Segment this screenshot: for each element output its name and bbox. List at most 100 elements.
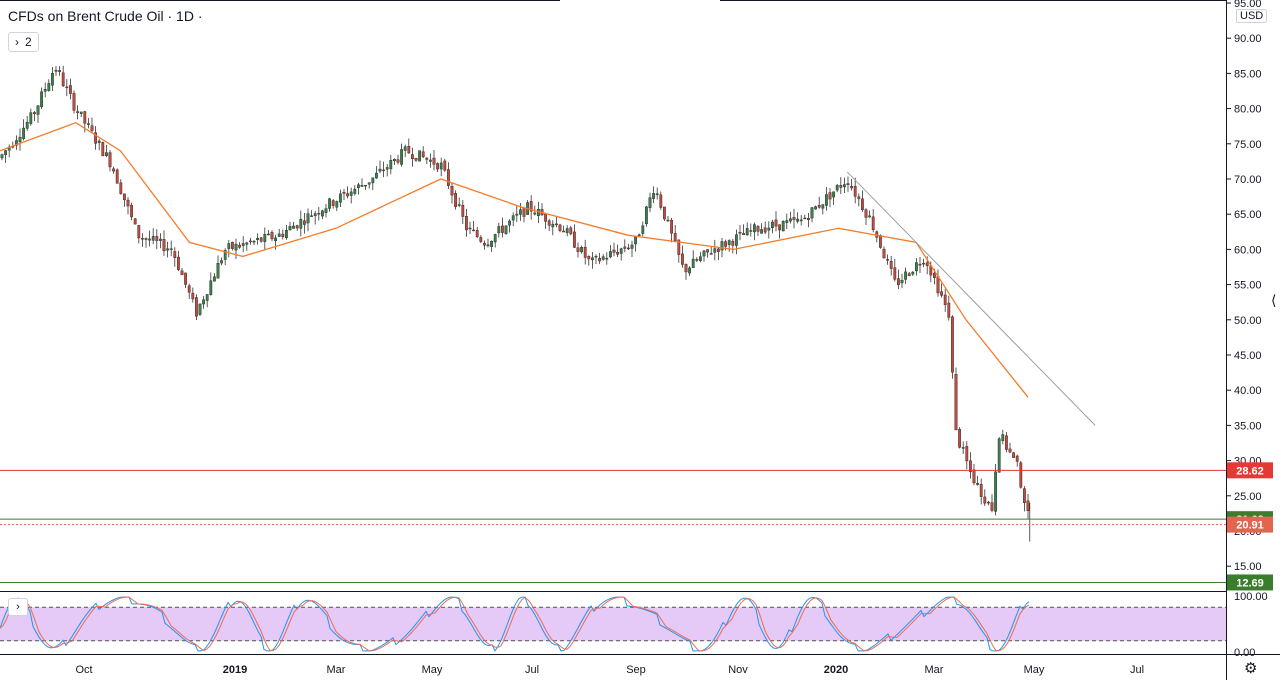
- candle-body: [112, 168, 116, 172]
- candle-body: [810, 207, 814, 219]
- oscillator-band: [0, 606, 1226, 642]
- candle-body: [947, 302, 951, 318]
- candle-body: [997, 438, 1001, 473]
- candle-body: [846, 183, 850, 185]
- candle-body: [702, 250, 706, 257]
- candle-body: [915, 262, 918, 272]
- candle-body: [645, 206, 648, 225]
- candle-body: [407, 145, 411, 154]
- time-tick-label: Jul: [1130, 664, 1144, 676]
- oscillator-toggle-button[interactable]: ›: [8, 598, 28, 616]
- candle-body: [637, 234, 641, 236]
- candle-body: [493, 234, 497, 243]
- candle-body: [490, 241, 493, 247]
- candle-body: [832, 191, 836, 198]
- candle-body: [724, 241, 728, 247]
- price-tick-label: 95.00: [1234, 0, 1262, 10]
- moving-average-line: [0, 121, 1029, 398]
- candle-body: [670, 220, 674, 234]
- gear-icon[interactable]: ⚙: [1244, 660, 1258, 677]
- candle-body: [850, 186, 854, 189]
- candle-body: [821, 204, 825, 209]
- collapse-indicators-button[interactable]: › 2: [8, 32, 39, 52]
- candle-body: [709, 253, 713, 255]
- candle-body: [436, 163, 439, 170]
- time-tick-label: May: [1024, 664, 1045, 676]
- candle-body: [61, 72, 65, 87]
- time-tick-label: Mar: [925, 664, 944, 676]
- candle-body: [115, 169, 119, 184]
- candle-body: [1019, 462, 1023, 488]
- candle-body: [706, 249, 710, 253]
- candle-body: [176, 256, 180, 270]
- candle-body: [90, 125, 94, 131]
- candle-body: [911, 271, 915, 275]
- candle-body: [173, 251, 177, 258]
- candle-body: [1026, 500, 1030, 512]
- scale-handle-icon[interactable]: ⟨: [1271, 292, 1277, 308]
- candle-body: [659, 194, 663, 208]
- candle-body: [900, 280, 904, 284]
- time-tick-label: Oct: [75, 664, 92, 676]
- candle-body: [198, 303, 202, 315]
- time-tick-label: 2019: [223, 664, 247, 676]
- candle-body: [778, 224, 782, 231]
- candle-body: [792, 217, 796, 220]
- candle-body: [781, 221, 785, 232]
- price-tick-label: 40.00: [1234, 385, 1262, 397]
- candle-body: [562, 230, 566, 233]
- candle-body: [501, 225, 504, 233]
- candle-body: [191, 292, 195, 300]
- candle-body: [612, 249, 616, 253]
- candle-body: [648, 197, 652, 208]
- moving-average: [0, 121, 1029, 398]
- candle-body: [544, 213, 548, 222]
- candle-body: [652, 193, 656, 199]
- candle-body: [108, 152, 112, 168]
- candle-body: [576, 247, 580, 252]
- candle-body: [587, 256, 591, 260]
- candle-body: [749, 230, 753, 232]
- candle-body: [688, 267, 692, 274]
- candle-body: [634, 236, 638, 245]
- candle-body: [104, 152, 108, 156]
- price-tick-label: 65.00: [1234, 209, 1262, 221]
- candle-body: [907, 273, 911, 276]
- candle-body: [86, 123, 90, 125]
- candle-body: [447, 169, 450, 186]
- candle-body: [803, 217, 807, 220]
- candle-body: [245, 242, 249, 245]
- candle-body: [72, 93, 76, 111]
- candle-body: [990, 502, 994, 511]
- candle-body: [267, 233, 270, 236]
- candle-body: [216, 263, 220, 279]
- candle-body: [122, 193, 126, 201]
- candle-body: [414, 157, 418, 161]
- candle-body: [583, 246, 587, 258]
- candle-body: [825, 194, 828, 206]
- candle-body: [936, 276, 940, 294]
- candle-body: [731, 240, 735, 246]
- candle-body: [922, 262, 926, 265]
- candle-body: [681, 253, 684, 265]
- candle-body: [979, 483, 983, 497]
- time-tick-label: Mar: [327, 664, 346, 676]
- stochastic-band: [0, 607, 1226, 641]
- candle-body: [565, 228, 569, 233]
- candle-body: [961, 447, 965, 449]
- candle-body: [252, 240, 256, 243]
- currency-label[interactable]: USD: [1236, 9, 1268, 23]
- price-tick-label: 75.00: [1234, 139, 1262, 151]
- candle-body: [443, 160, 447, 171]
- candle-body: [94, 132, 98, 144]
- candle-body: [349, 191, 353, 196]
- candle-body: [483, 242, 486, 246]
- candle-body: [951, 316, 954, 373]
- candle-body: [735, 234, 738, 246]
- candle-body: [897, 278, 900, 286]
- price-tick-label: 70.00: [1234, 174, 1262, 186]
- time-tick-label: Nov: [728, 664, 748, 676]
- price-tick-label: 35.00: [1234, 420, 1262, 432]
- candle-body: [789, 218, 792, 222]
